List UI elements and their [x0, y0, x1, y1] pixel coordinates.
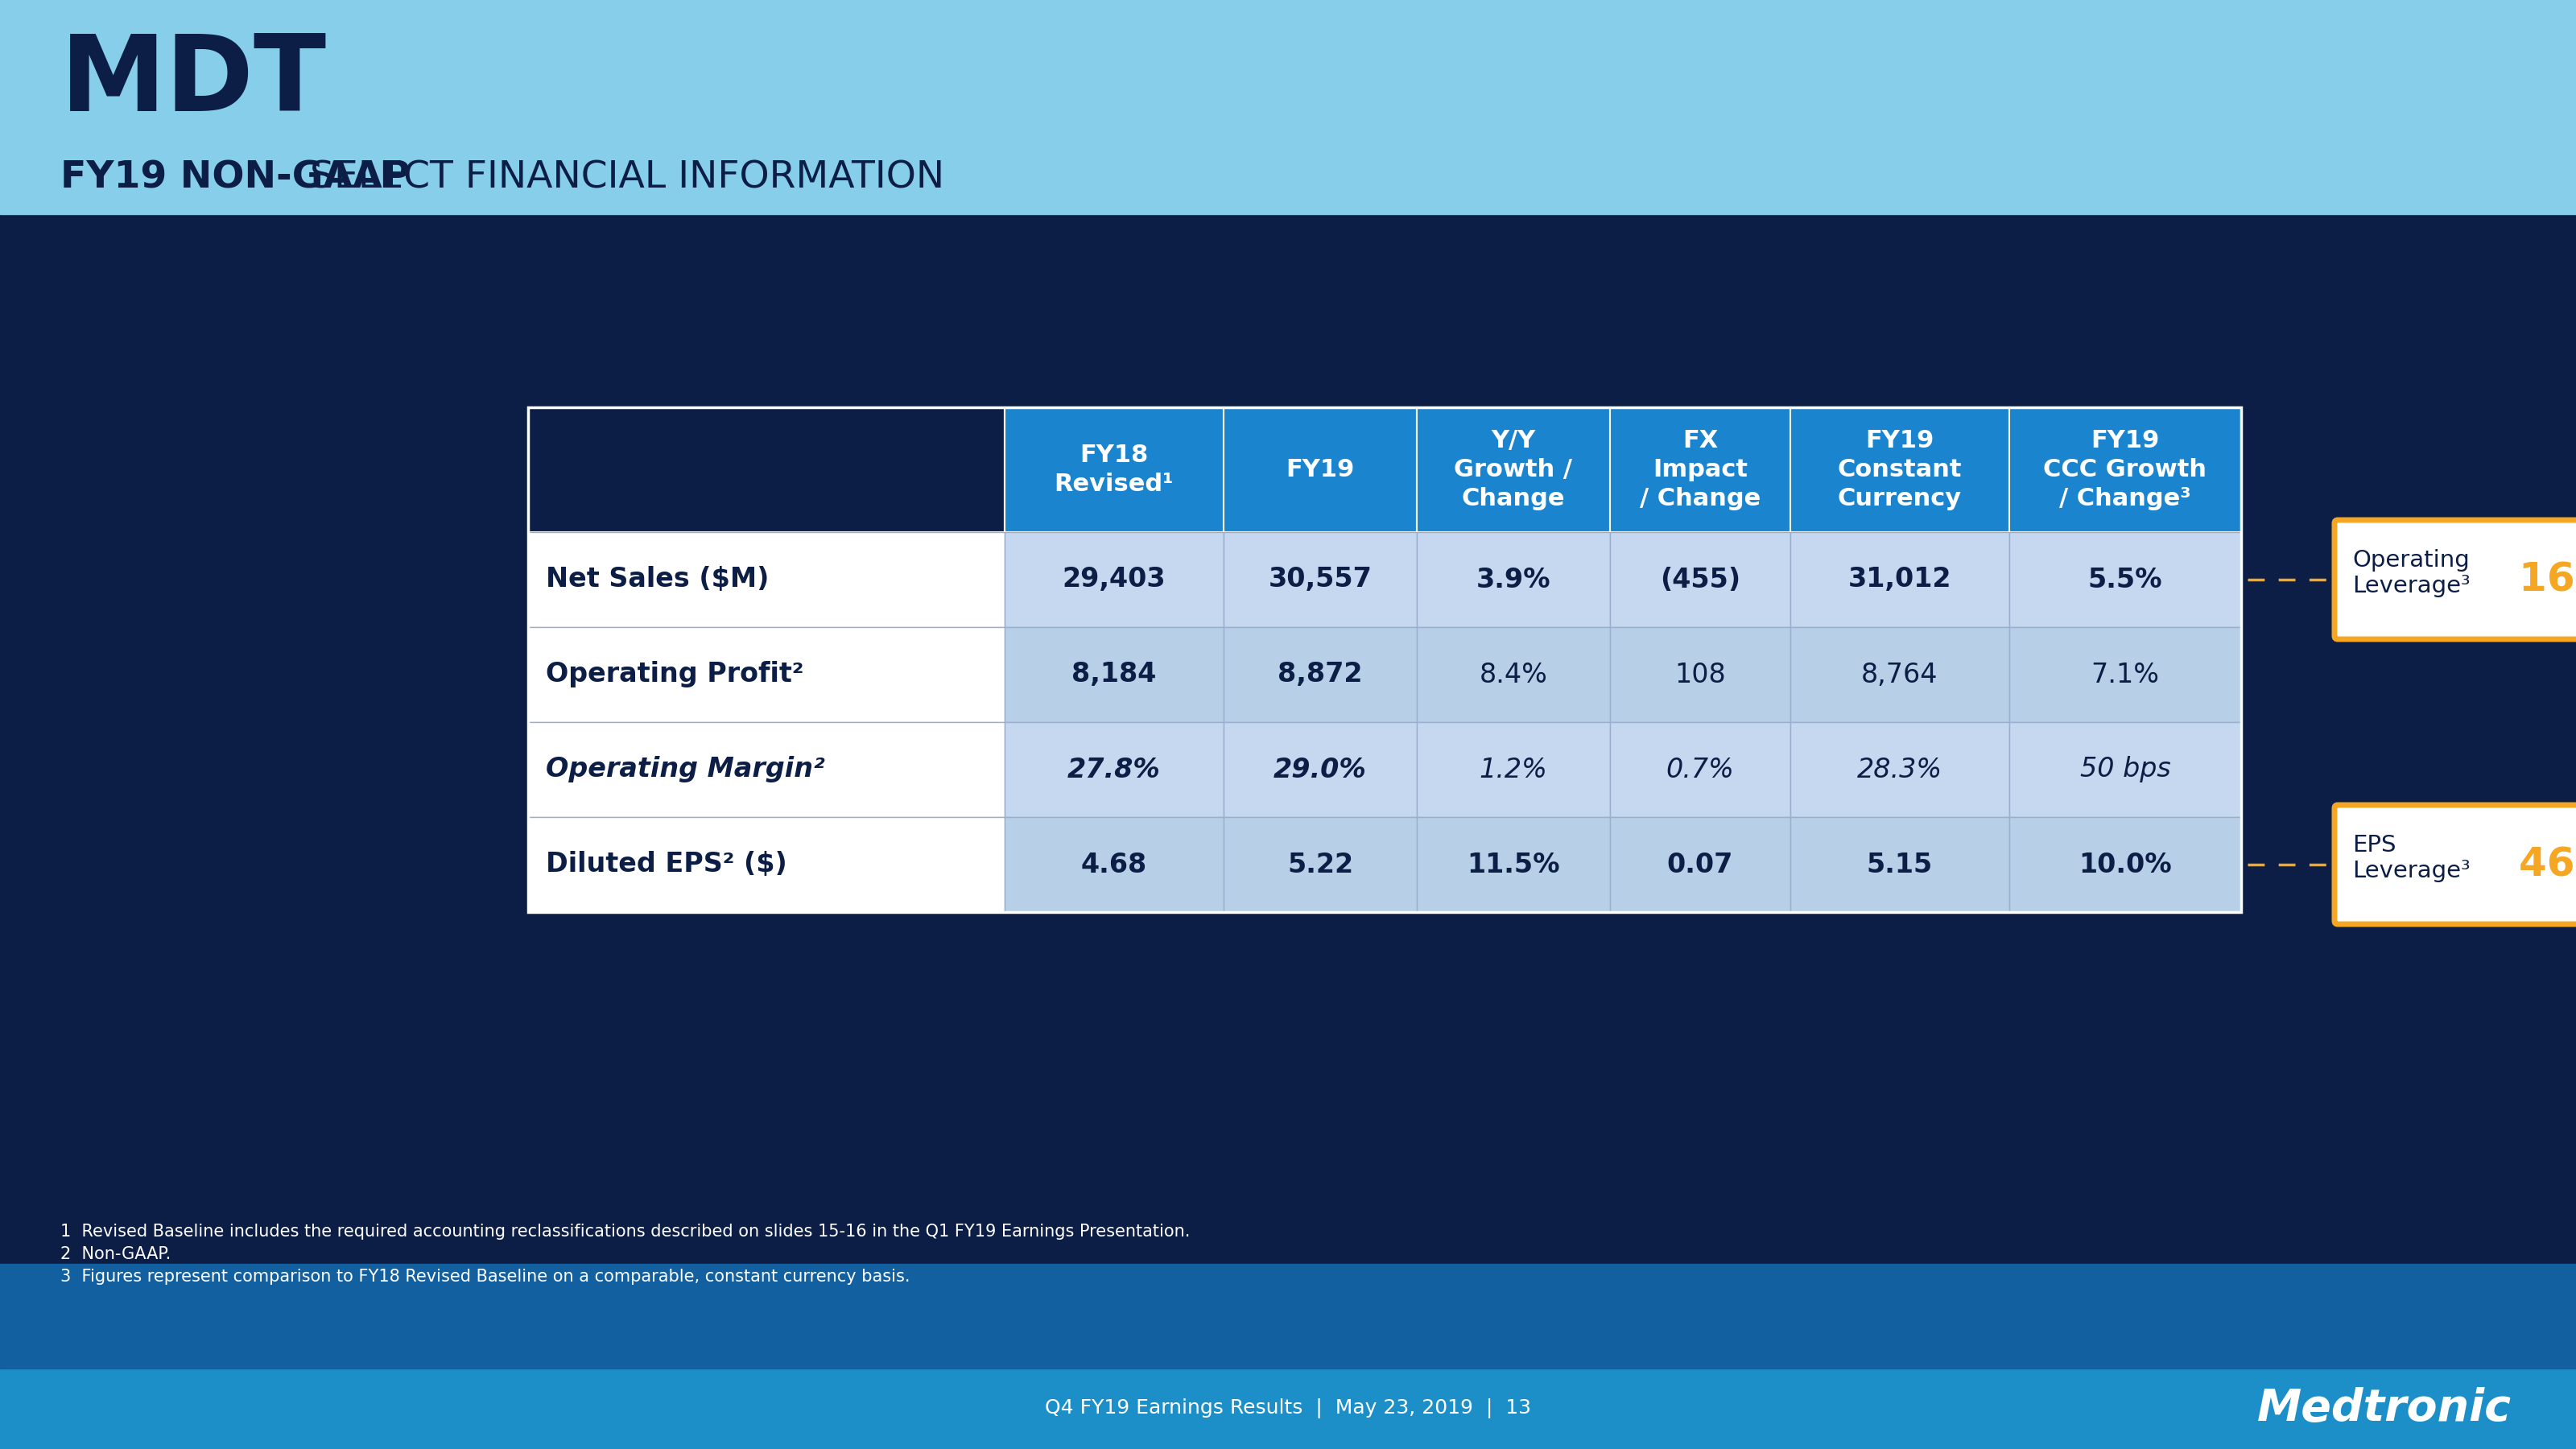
Bar [1610, 627, 1790, 722]
Text: Diluted EPS² ($): Diluted EPS² ($) [546, 852, 788, 878]
Text: 10.0%: 10.0% [2079, 852, 2172, 878]
Bar [1005, 407, 1224, 532]
Text: 29.0%: 29.0% [1273, 756, 1368, 782]
Bar [528, 532, 1005, 627]
Bar [1005, 627, 1224, 722]
Bar [528, 627, 1005, 722]
Text: 3  Figures represent comparison to FY18 Revised Baseline on a comparable, consta: 3 Figures represent comparison to FY18 R… [59, 1269, 909, 1285]
Text: 108: 108 [1674, 661, 1726, 688]
Text: 8,872: 8,872 [1278, 661, 1363, 688]
Bar [1417, 627, 1610, 722]
Text: 2  Non-GAAP.: 2 Non-GAAP. [59, 1246, 170, 1262]
Text: 4.68: 4.68 [1082, 852, 1146, 878]
Bar [1224, 722, 1417, 817]
Text: 7.1%: 7.1% [2092, 661, 2159, 688]
Text: 0.07: 0.07 [1667, 852, 1734, 878]
Text: FY19
Constant
Currency: FY19 Constant Currency [1837, 429, 1963, 510]
Text: 31,012: 31,012 [1847, 567, 1953, 593]
Text: 11.5%: 11.5% [1466, 852, 1561, 878]
Text: 5.5%: 5.5% [2089, 567, 2161, 593]
Text: 0.7%: 0.7% [1667, 756, 1734, 782]
Text: FY18
Revised¹: FY18 Revised¹ [1054, 443, 1175, 496]
Text: Y/Y
Growth /
Change: Y/Y Growth / Change [1455, 429, 1571, 510]
Bar [528, 722, 1005, 817]
Bar [0, 0, 2576, 214]
Text: Operating
Leverage³: Operating Leverage³ [2352, 549, 2470, 597]
Bar [1005, 722, 1224, 817]
Text: 30,557: 30,557 [1267, 567, 1373, 593]
Bar [1610, 532, 1790, 627]
Bar [1790, 627, 2009, 722]
Text: 1.2%: 1.2% [1479, 756, 1548, 782]
Bar [1224, 627, 1417, 722]
Bar [1610, 407, 1790, 532]
FancyBboxPatch shape [2334, 806, 2576, 924]
Bar [1417, 817, 1610, 911]
Bar [1417, 532, 1610, 627]
Text: 3.9%: 3.9% [1476, 567, 1551, 593]
Bar [1224, 817, 1417, 911]
Text: FY19
CCC Growth
/ Change³: FY19 CCC Growth / Change³ [2043, 429, 2208, 510]
Bar [2009, 817, 2241, 911]
Text: 29,403: 29,403 [1061, 567, 1167, 593]
Bar [0, 1368, 2576, 1449]
Text: Medtronic: Medtronic [2257, 1387, 2512, 1430]
Bar [1417, 722, 1610, 817]
Text: 460 bps: 460 bps [2519, 845, 2576, 884]
Text: 8,764: 8,764 [1862, 661, 1937, 688]
Bar [1790, 722, 2009, 817]
Bar [1610, 722, 1790, 817]
Text: Net Sales ($M): Net Sales ($M) [546, 567, 770, 593]
Text: Operating Profit²: Operating Profit² [546, 661, 804, 688]
Text: 1  Revised Baseline includes the required accounting reclassifications described: 1 Revised Baseline includes the required… [59, 1223, 1190, 1240]
Text: 28.3%: 28.3% [1857, 756, 1942, 782]
Bar [1005, 817, 1224, 911]
Bar [1417, 407, 1610, 532]
Bar [0, 1264, 2576, 1368]
Bar [2009, 627, 2241, 722]
Text: 5.22: 5.22 [1288, 852, 1352, 878]
Text: (455): (455) [1659, 567, 1741, 593]
Text: 27.8%: 27.8% [1066, 756, 1162, 782]
Bar [1790, 817, 2009, 911]
Text: FY19 NON-GAAP: FY19 NON-GAAP [59, 159, 410, 196]
Bar [528, 817, 1005, 911]
Bar [1224, 532, 1417, 627]
Text: Operating Margin²: Operating Margin² [546, 756, 824, 782]
Bar [2009, 407, 2241, 532]
FancyBboxPatch shape [2334, 520, 2576, 639]
Text: EPS
Leverage³: EPS Leverage³ [2352, 833, 2470, 882]
Bar [528, 407, 1005, 532]
Text: SELECT FINANCIAL INFORMATION: SELECT FINANCIAL INFORMATION [299, 159, 945, 196]
Text: MDT: MDT [59, 30, 327, 132]
Bar [1610, 817, 1790, 911]
Text: 8.4%: 8.4% [1479, 661, 1548, 688]
Bar [1790, 407, 2009, 532]
Bar [1224, 407, 1417, 532]
Text: 50 bps: 50 bps [2079, 756, 2172, 782]
Bar [1005, 532, 1224, 627]
Bar [528, 407, 2241, 911]
Bar [2009, 532, 2241, 627]
Text: FX
Impact
/ Change: FX Impact / Change [1641, 429, 1759, 510]
Text: 5.15: 5.15 [1868, 852, 1932, 878]
Text: FY19: FY19 [1285, 458, 1355, 481]
Text: 160 bps: 160 bps [2519, 561, 2576, 598]
Bar [2009, 722, 2241, 817]
Bar [1790, 532, 2009, 627]
Text: Q4 FY19 Earnings Results  |  May 23, 2019  |  13: Q4 FY19 Earnings Results | May 23, 2019 … [1046, 1398, 1530, 1419]
Text: 8,184: 8,184 [1072, 661, 1157, 688]
